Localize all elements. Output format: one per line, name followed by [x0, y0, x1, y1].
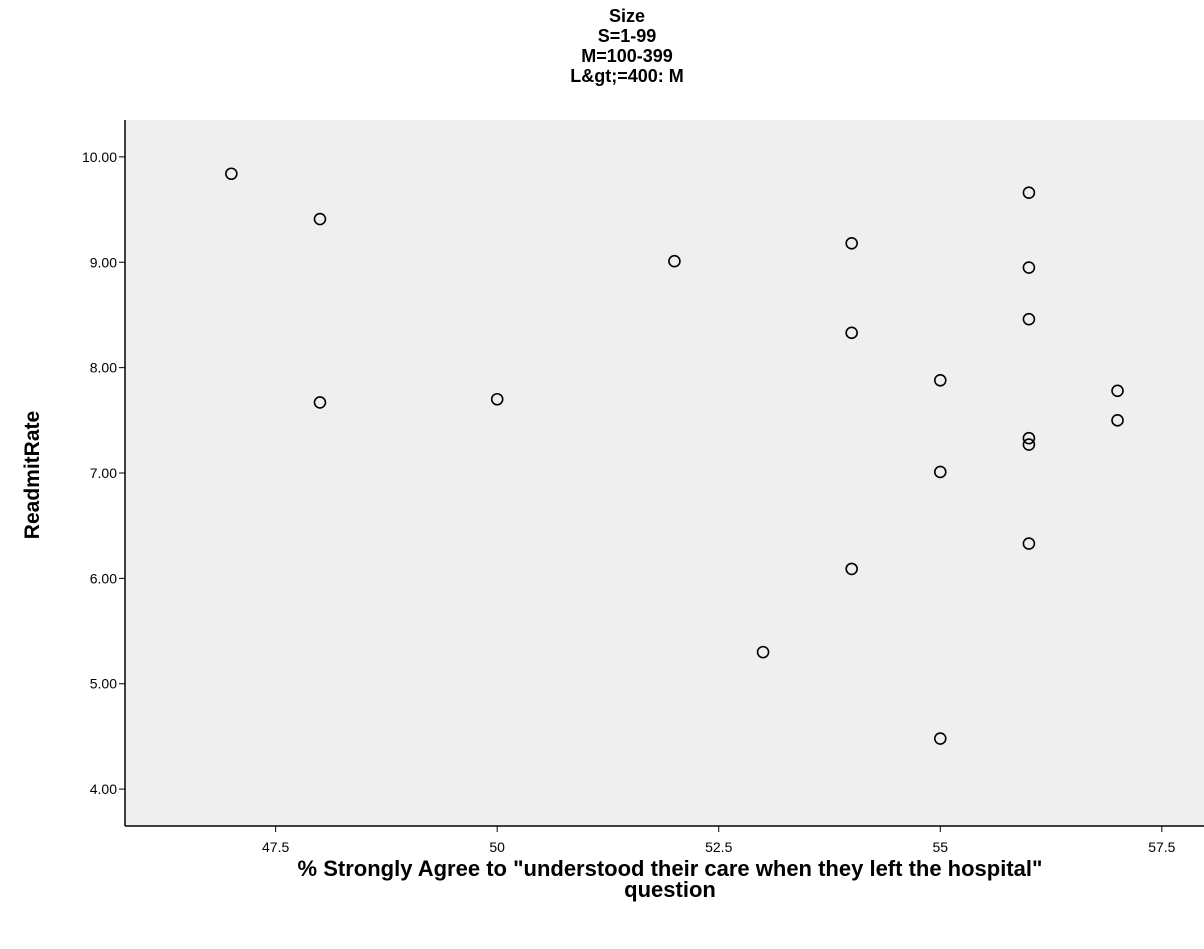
- y-tick-label: 5.00: [90, 676, 117, 692]
- data-point: [1022, 261, 1036, 274]
- chart-title: Size S=1-99 M=100-399 L&gt;=400: M: [0, 6, 1204, 86]
- x-tick-label: 52.5: [705, 839, 732, 855]
- data-points: [225, 167, 1124, 745]
- x-tick-label: 55: [932, 839, 948, 855]
- plot-area: [125, 120, 1204, 826]
- data-point: [1022, 438, 1036, 451]
- y-tick-label: 7.00: [90, 465, 117, 481]
- y-axis-ticks: 4.00 5.00 6.00 7.00 8.00 9.00 10.00: [82, 149, 125, 797]
- chart-title-line: L&gt;=400: M: [570, 66, 684, 86]
- x-axis-ticks: 47.5 50 52.5 55 57.5: [262, 826, 1176, 855]
- data-point: [668, 254, 681, 268]
- data-point: [1022, 431, 1036, 445]
- data-point: [1022, 537, 1036, 550]
- data-point: [490, 392, 504, 406]
- chart-title-line: M=100-399: [581, 46, 673, 66]
- data-point: [933, 732, 947, 745]
- data-point: [845, 562, 858, 576]
- data-point: [1022, 312, 1036, 326]
- data-point: [845, 236, 858, 250]
- chart-title-line: Size: [608, 6, 646, 26]
- y-tick-label: 8.00: [90, 360, 117, 376]
- data-point: [933, 465, 947, 479]
- y-axis-label: ReadmitRate: [21, 410, 44, 540]
- y-tick-label: 10.00: [82, 149, 117, 165]
- data-point: [313, 396, 327, 409]
- data-point: [1022, 186, 1036, 200]
- x-axis-label-line: question: [624, 877, 716, 902]
- chart-title-line: S=1-99: [597, 26, 657, 46]
- x-tick-label: 50: [489, 839, 505, 855]
- data-point: [933, 373, 947, 387]
- data-point: [1111, 384, 1124, 398]
- data-point: [225, 167, 238, 181]
- data-point: [1111, 414, 1124, 427]
- x-tick-label: 57.5: [1148, 839, 1175, 855]
- x-axis-label: % Strongly Agree to "understood their ca…: [100, 856, 1204, 902]
- x-tick-label: 47.5: [262, 839, 289, 855]
- x-axis-label-line: % Strongly Agree to "understood their ca…: [297, 856, 1043, 881]
- y-tick-label: 6.00: [90, 570, 117, 586]
- y-tick-label: 9.00: [90, 254, 117, 270]
- data-point: [313, 212, 327, 226]
- data-point: [845, 326, 858, 340]
- data-point: [756, 645, 770, 659]
- y-tick-label: 4.00: [90, 781, 117, 797]
